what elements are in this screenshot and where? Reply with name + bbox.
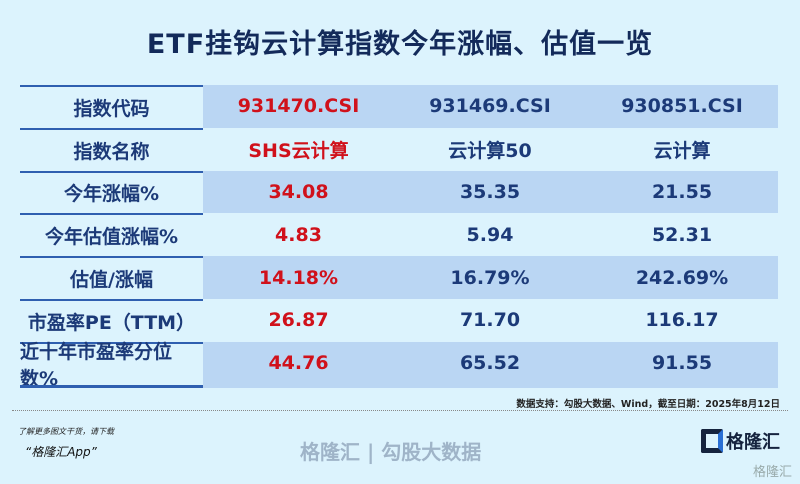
watermark: 格隆汇 | 勾股大数据 [300,440,482,464]
table-cell: 91.55 [586,341,778,385]
corner-watermark: 格隆汇 [752,465,792,480]
table-cell: SHS云计算 [248,139,349,162]
table-cell: 16.79% [394,256,586,299]
logo-icon [701,429,723,453]
promo-text: 了解更多图文干货，请下载 [18,427,114,436]
page-title: ETF挂钩云计算指数今年涨幅、估值一览 [146,29,654,60]
table-cell: 242.69% [586,256,778,299]
table-cell: 71.70 [459,309,521,332]
table-cell: 5.94 [466,223,514,246]
table-cell: 930851.CSI [586,85,778,128]
divider [203,385,778,388]
row-label: 指数代码 [20,85,203,128]
table-cell: 65.52 [394,341,586,385]
table-row: 今年估值涨幅% 4.83 5.94 52.31 [20,213,778,256]
logo-text: 格隆汇 [726,432,780,453]
table-cell: 52.31 [651,223,713,246]
table-cell: 云计算50 [448,139,532,162]
table-cell: 21.55 [586,170,778,214]
divider [20,385,203,388]
table-cell: 云计算 [653,139,711,162]
table-cell: 931470.CSI [203,85,394,128]
row-label: 今年涨幅% [20,170,203,214]
table-cell: 4.83 [275,223,322,246]
data-source: 数据支持：勾股大数据、Wind，截至日期：2025年8月12日 [516,399,780,410]
table-row: 今年涨幅% 34.08 35.35 21.55 [20,170,778,214]
table-cell: 116.17 [645,309,719,332]
row-label: 市盈率PE（TTM） [20,298,203,342]
table-row: 指数名称 SHS云计算 云计算50 云计算 [20,127,778,171]
table-row: 指数代码 931470.CSI 931469.CSI 930851.CSI [20,85,778,128]
divider [12,410,788,411]
table-row: 估值/涨幅 14.18% 16.79% 242.69% [20,256,778,299]
row-label: 估值/涨幅 [20,256,203,299]
promo-app: “格隆汇App” [25,445,97,459]
table-row: 近十年市盈率分位数% 44.76 65.52 91.55 [20,341,778,390]
row-label: 今年估值涨幅% [20,213,203,256]
row-label: 指数名称 [20,127,203,171]
table-cell: 26.87 [268,309,329,332]
table-cell: 14.18% [203,256,394,299]
logo: 格隆汇 [701,428,780,454]
table-row: 市盈率PE（TTM） 26.87 71.70 116.17 [20,298,778,342]
table-cell: 44.76 [203,341,394,385]
table-cell: 35.35 [394,170,586,214]
row-label: 近十年市盈率分位数% [20,341,203,390]
table-cell: 34.08 [203,170,394,214]
comparison-table: 指数代码 931470.CSI 931469.CSI 930851.CSI 指数名称 SH… [20,85,778,390]
table-cell: 931469.CSI [394,85,586,128]
